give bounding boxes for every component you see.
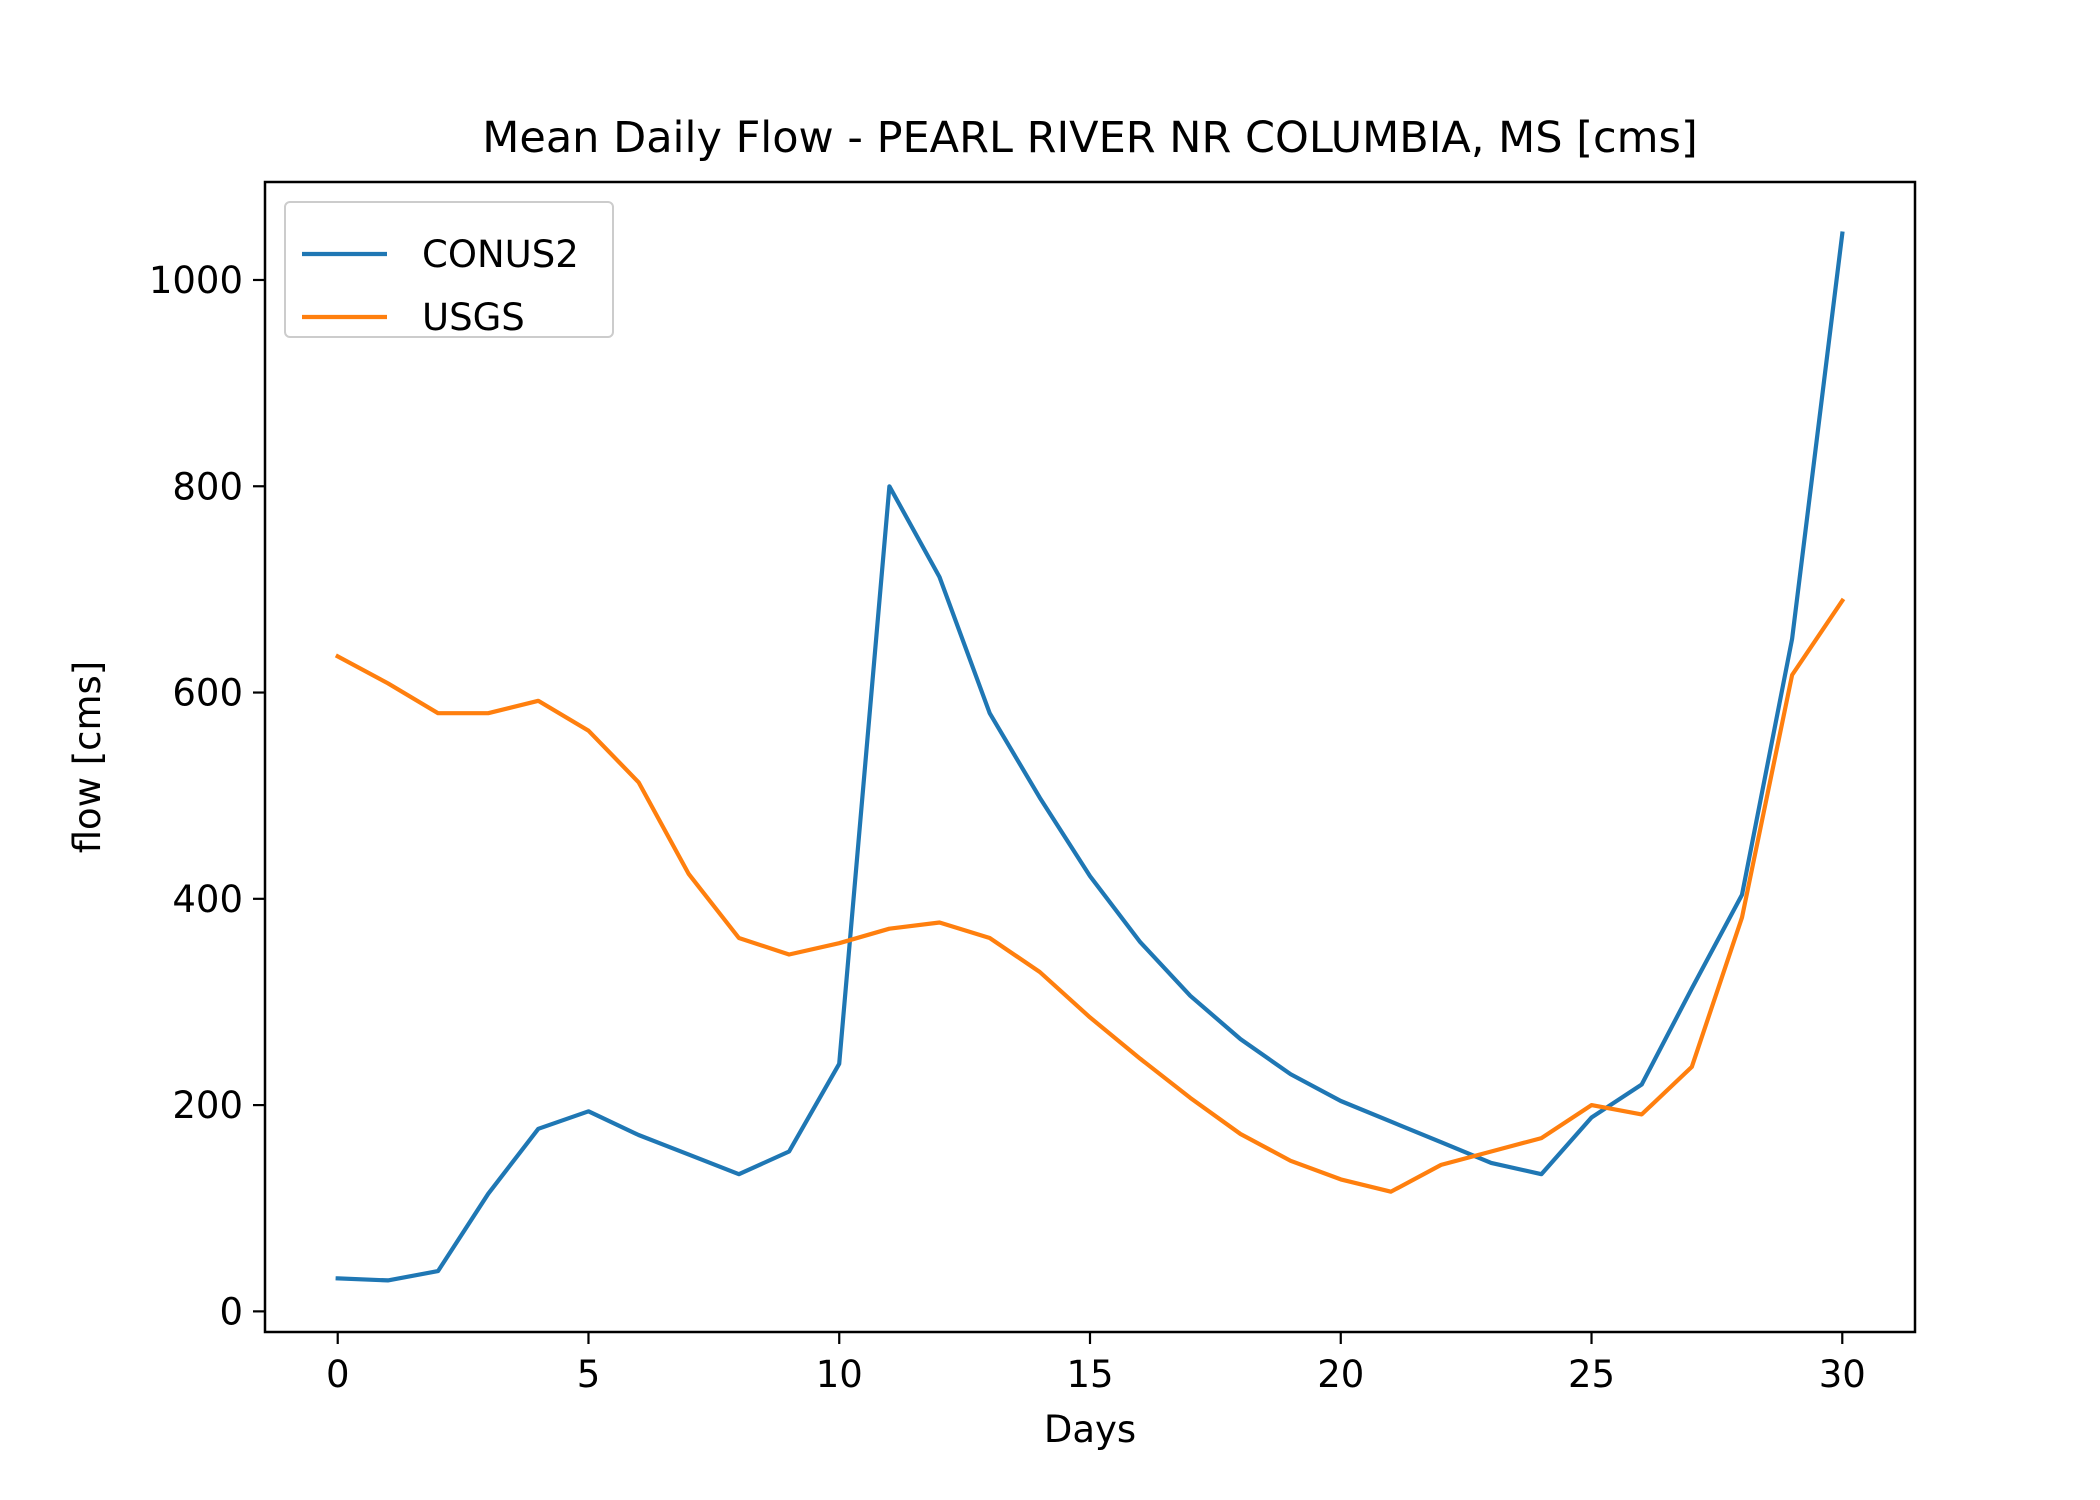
y-axis-label: flow [cms] xyxy=(66,661,109,854)
legend-box xyxy=(284,201,614,338)
legend-label-conus2: CONUS2 xyxy=(422,233,579,276)
series-line-conus2 xyxy=(335,231,1845,1283)
y-tick-label: 400 xyxy=(172,878,243,921)
y-tick-label: 0 xyxy=(219,1290,243,1333)
x-tick-label: 20 xyxy=(1317,1353,1364,1396)
y-axis-ticks: 0 200 400 600 800 1000 xyxy=(149,259,265,1333)
chart-title: Mean Daily Flow - PEARL RIVER NR COLUMBI… xyxy=(482,113,1697,163)
x-tick-label: 15 xyxy=(1066,1353,1113,1396)
x-tick-label: 5 xyxy=(577,1353,601,1396)
x-tick-label: 25 xyxy=(1568,1353,1615,1396)
y-tick-label: 1000 xyxy=(149,259,243,302)
x-axis-label: Days xyxy=(1044,1408,1136,1451)
series-line-usgs xyxy=(334,597,1846,1194)
legend-label-usgs: USGS xyxy=(422,296,525,339)
y-tick-label: 800 xyxy=(172,465,243,508)
x-tick-label: 30 xyxy=(1819,1353,1866,1396)
series-layer xyxy=(334,231,1846,1283)
x-axis-ticks: 0 5 10 15 20 25 30 xyxy=(326,1332,1866,1396)
x-tick-label: 10 xyxy=(816,1353,863,1396)
y-tick-label: 200 xyxy=(172,1084,243,1127)
x-tick-label: 0 xyxy=(326,1353,350,1396)
legend: CONUS2 USGS xyxy=(284,201,614,339)
y-tick-label: 600 xyxy=(172,672,243,715)
